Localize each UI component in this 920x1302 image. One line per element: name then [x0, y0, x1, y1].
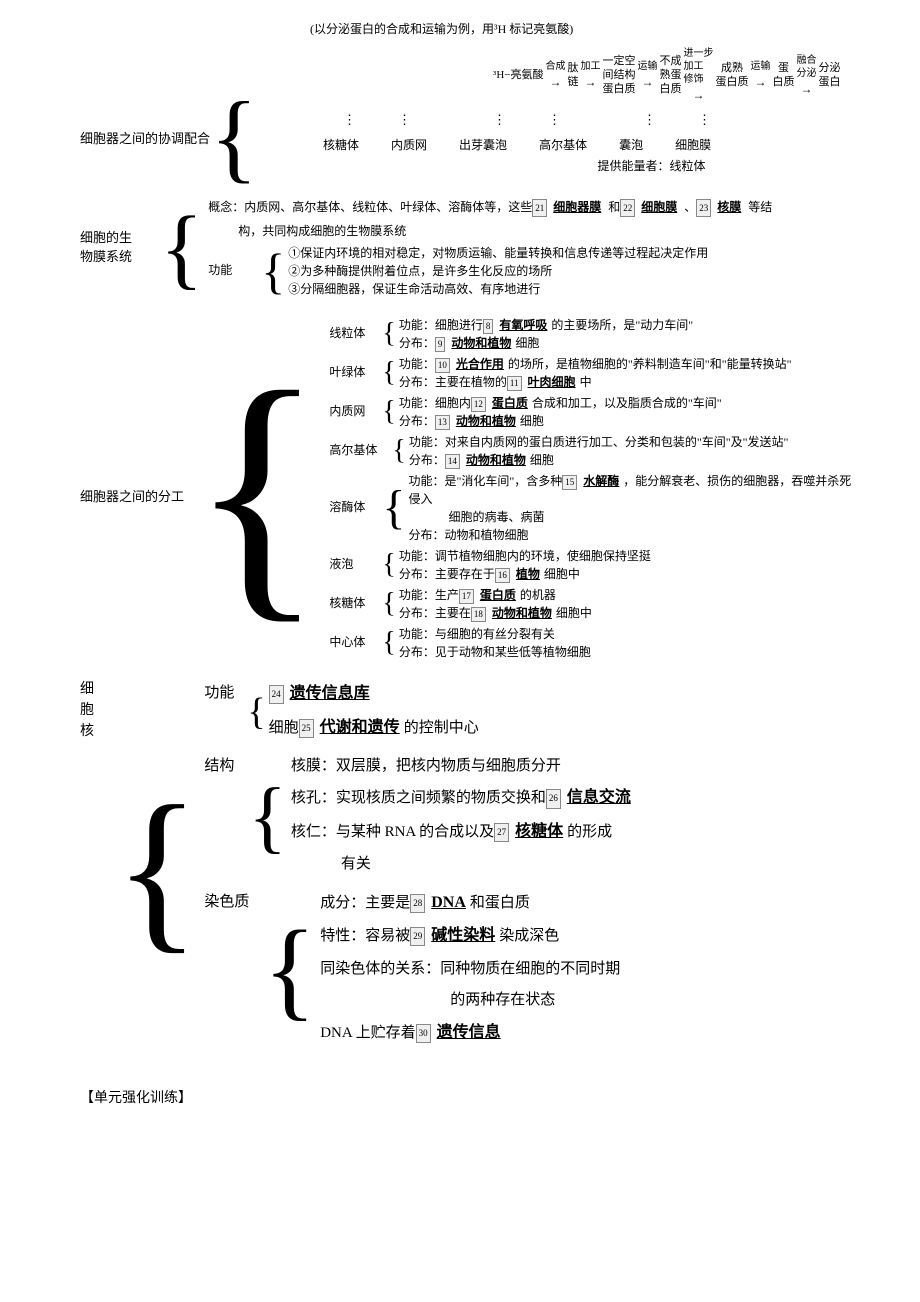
biomembrane-content: 概念：内质网、高尔基体、线粒体、叶绿体、溶酶体等，这些21细胞器膜 和22细胞膜…: [208, 197, 860, 301]
nucleus-section: 细 胞 核 { 功能 { 24遗传信息库 细胞25代谢和遗传的控制中心 结构 {…: [80, 679, 920, 1057]
brace-icon: {: [210, 97, 258, 177]
brace-icon: {: [190, 316, 324, 664]
brace-icon: {: [160, 197, 203, 301]
flow-node: 不成 熟蛋 白质: [659, 54, 681, 97]
flow-node: 一定空 间结构 蛋白质: [602, 54, 635, 97]
organelle-item: 中心体 { 功能：与细胞的有丝分裂有关 分布：见于动物和某些低等植物细胞: [329, 625, 860, 661]
biomembrane-section: 细胞的生 物膜系统 { 概念：内质网、高尔基体、线粒体、叶绿体、溶酶体等，这些2…: [0, 197, 920, 301]
nucleus-struct: 结构 { 核膜：双层膜，把核内物质与细胞质分开 核孔：实现核质之间频繁的物质交换…: [204, 752, 634, 882]
nucleus-label: 细 胞 核: [80, 679, 110, 742]
nucleus-chromatin: 染色质 { 成分：主要是28DNA和蛋白质 特性：容易被29碱性染料染成深色 同…: [204, 888, 634, 1051]
division-content: 线粒体 { 功能：细胞进行8有氧呼吸的主要场所，是"动力车间" 分布：9动物和植…: [329, 316, 860, 664]
organelle-row: 核糖体 内质网 出芽囊泡 高尔基体 囊泡 细胞膜: [323, 136, 860, 153]
flow-arrow: 进一步 加工 修饰→: [683, 47, 713, 104]
organelle-item: 叶绿体 { 功能：10光合作用的场所，是植物细胞的"养料制造车间"和"能量转换站…: [329, 355, 860, 391]
brace-icon: {: [382, 594, 395, 614]
brace-icon: {: [114, 679, 200, 1057]
organelle-item: 高尔基体 { 功能：对来自内质网的蛋白质进行加工、分类和包装的"车间"及"发送站…: [329, 433, 860, 469]
flow-arrow: 加工→: [580, 60, 600, 91]
brace-icon: {: [261, 254, 285, 289]
footer-title: 【单元强化训练】: [80, 1087, 920, 1107]
brace-icon: {: [248, 752, 286, 882]
organelle-item: 核糖体 { 功能：生产17蛋白质的机器 分布：主要在18动物和植物细胞中: [329, 586, 860, 622]
brace-icon: {: [392, 441, 405, 461]
biomembrane-label: 细胞的生 物膜系统: [80, 227, 160, 265]
flow-node: 肽 链: [567, 61, 578, 90]
brace-icon: {: [263, 888, 316, 1051]
flow-arrow: 运输→: [750, 60, 770, 91]
brace-icon: {: [247, 699, 265, 726]
flow-arrow: 融合 分泌→: [796, 54, 816, 98]
brace-icon: {: [382, 491, 405, 525]
division-section: 细胞器之间的分工 { 线粒体 { 功能：细胞进行8有氧呼吸的主要场所，是"动力车…: [0, 316, 920, 664]
coord-label: 细胞器之间的协调配合 {: [80, 97, 263, 177]
organelle-item: 线粒体 { 功能：细胞进行8有氧呼吸的主要场所，是"动力车间" 分布：9动物和植…: [329, 316, 860, 352]
flow-arrow: 运输→: [637, 60, 657, 91]
nucleus-func: 功能 { 24遗传信息库 细胞25代谢和遗传的控制中心: [204, 679, 634, 746]
organelle-item: 溶酶体 { 功能：是"消化车间"，含多种15水解酶，能分解衰老、损伤的细胞器，吞…: [329, 472, 860, 544]
dots-row: ⋮⋮⋮⋮⋮⋮: [343, 112, 860, 128]
brace-icon: {: [382, 324, 395, 344]
flow-node: 蛋 白质: [772, 61, 794, 90]
brace-icon: {: [382, 555, 395, 575]
organelle-item: 内质网 { 功能：细胞内12蛋白质合成和加工，以及脂质合成的"车间" 分布：13…: [329, 394, 860, 430]
brace-icon: {: [382, 402, 395, 422]
flow-header: (以分泌蛋白的合成和运输为例，用³H 标记亮氨酸): [310, 20, 860, 37]
energy-text: 提供能量者：线粒体: [443, 157, 860, 174]
organelle-item: 液泡 { 功能：调节植物细胞内的环境，使细胞保持坚挺 分布：主要存在于16植物细…: [329, 547, 860, 583]
flow-arrow: 合成→: [545, 60, 565, 91]
brace-icon: {: [382, 633, 395, 653]
brace-icon: {: [382, 363, 395, 383]
flow-node: 成熟 蛋白质: [715, 61, 748, 90]
flow-node: 分泌 蛋白: [818, 61, 840, 90]
flow-start: ³H−亮氨酸: [493, 68, 543, 82]
flow-section: (以分泌蛋白的合成和运输为例，用³H 标记亮氨酸) 细胞器之间的协调配合 { ³…: [0, 20, 920, 177]
division-label: 细胞器之间的分工: [80, 486, 190, 505]
flow-diagram: ³H−亮氨酸 合成→ 肽 链 加工→ 一定空 间结构 蛋白质 运输→ 不成 熟蛋…: [493, 47, 860, 104]
